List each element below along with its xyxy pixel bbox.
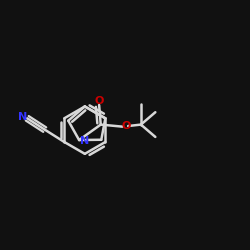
Text: O: O (122, 120, 131, 130)
Text: O: O (95, 96, 104, 106)
Text: N: N (80, 136, 89, 146)
Text: N: N (18, 112, 27, 122)
